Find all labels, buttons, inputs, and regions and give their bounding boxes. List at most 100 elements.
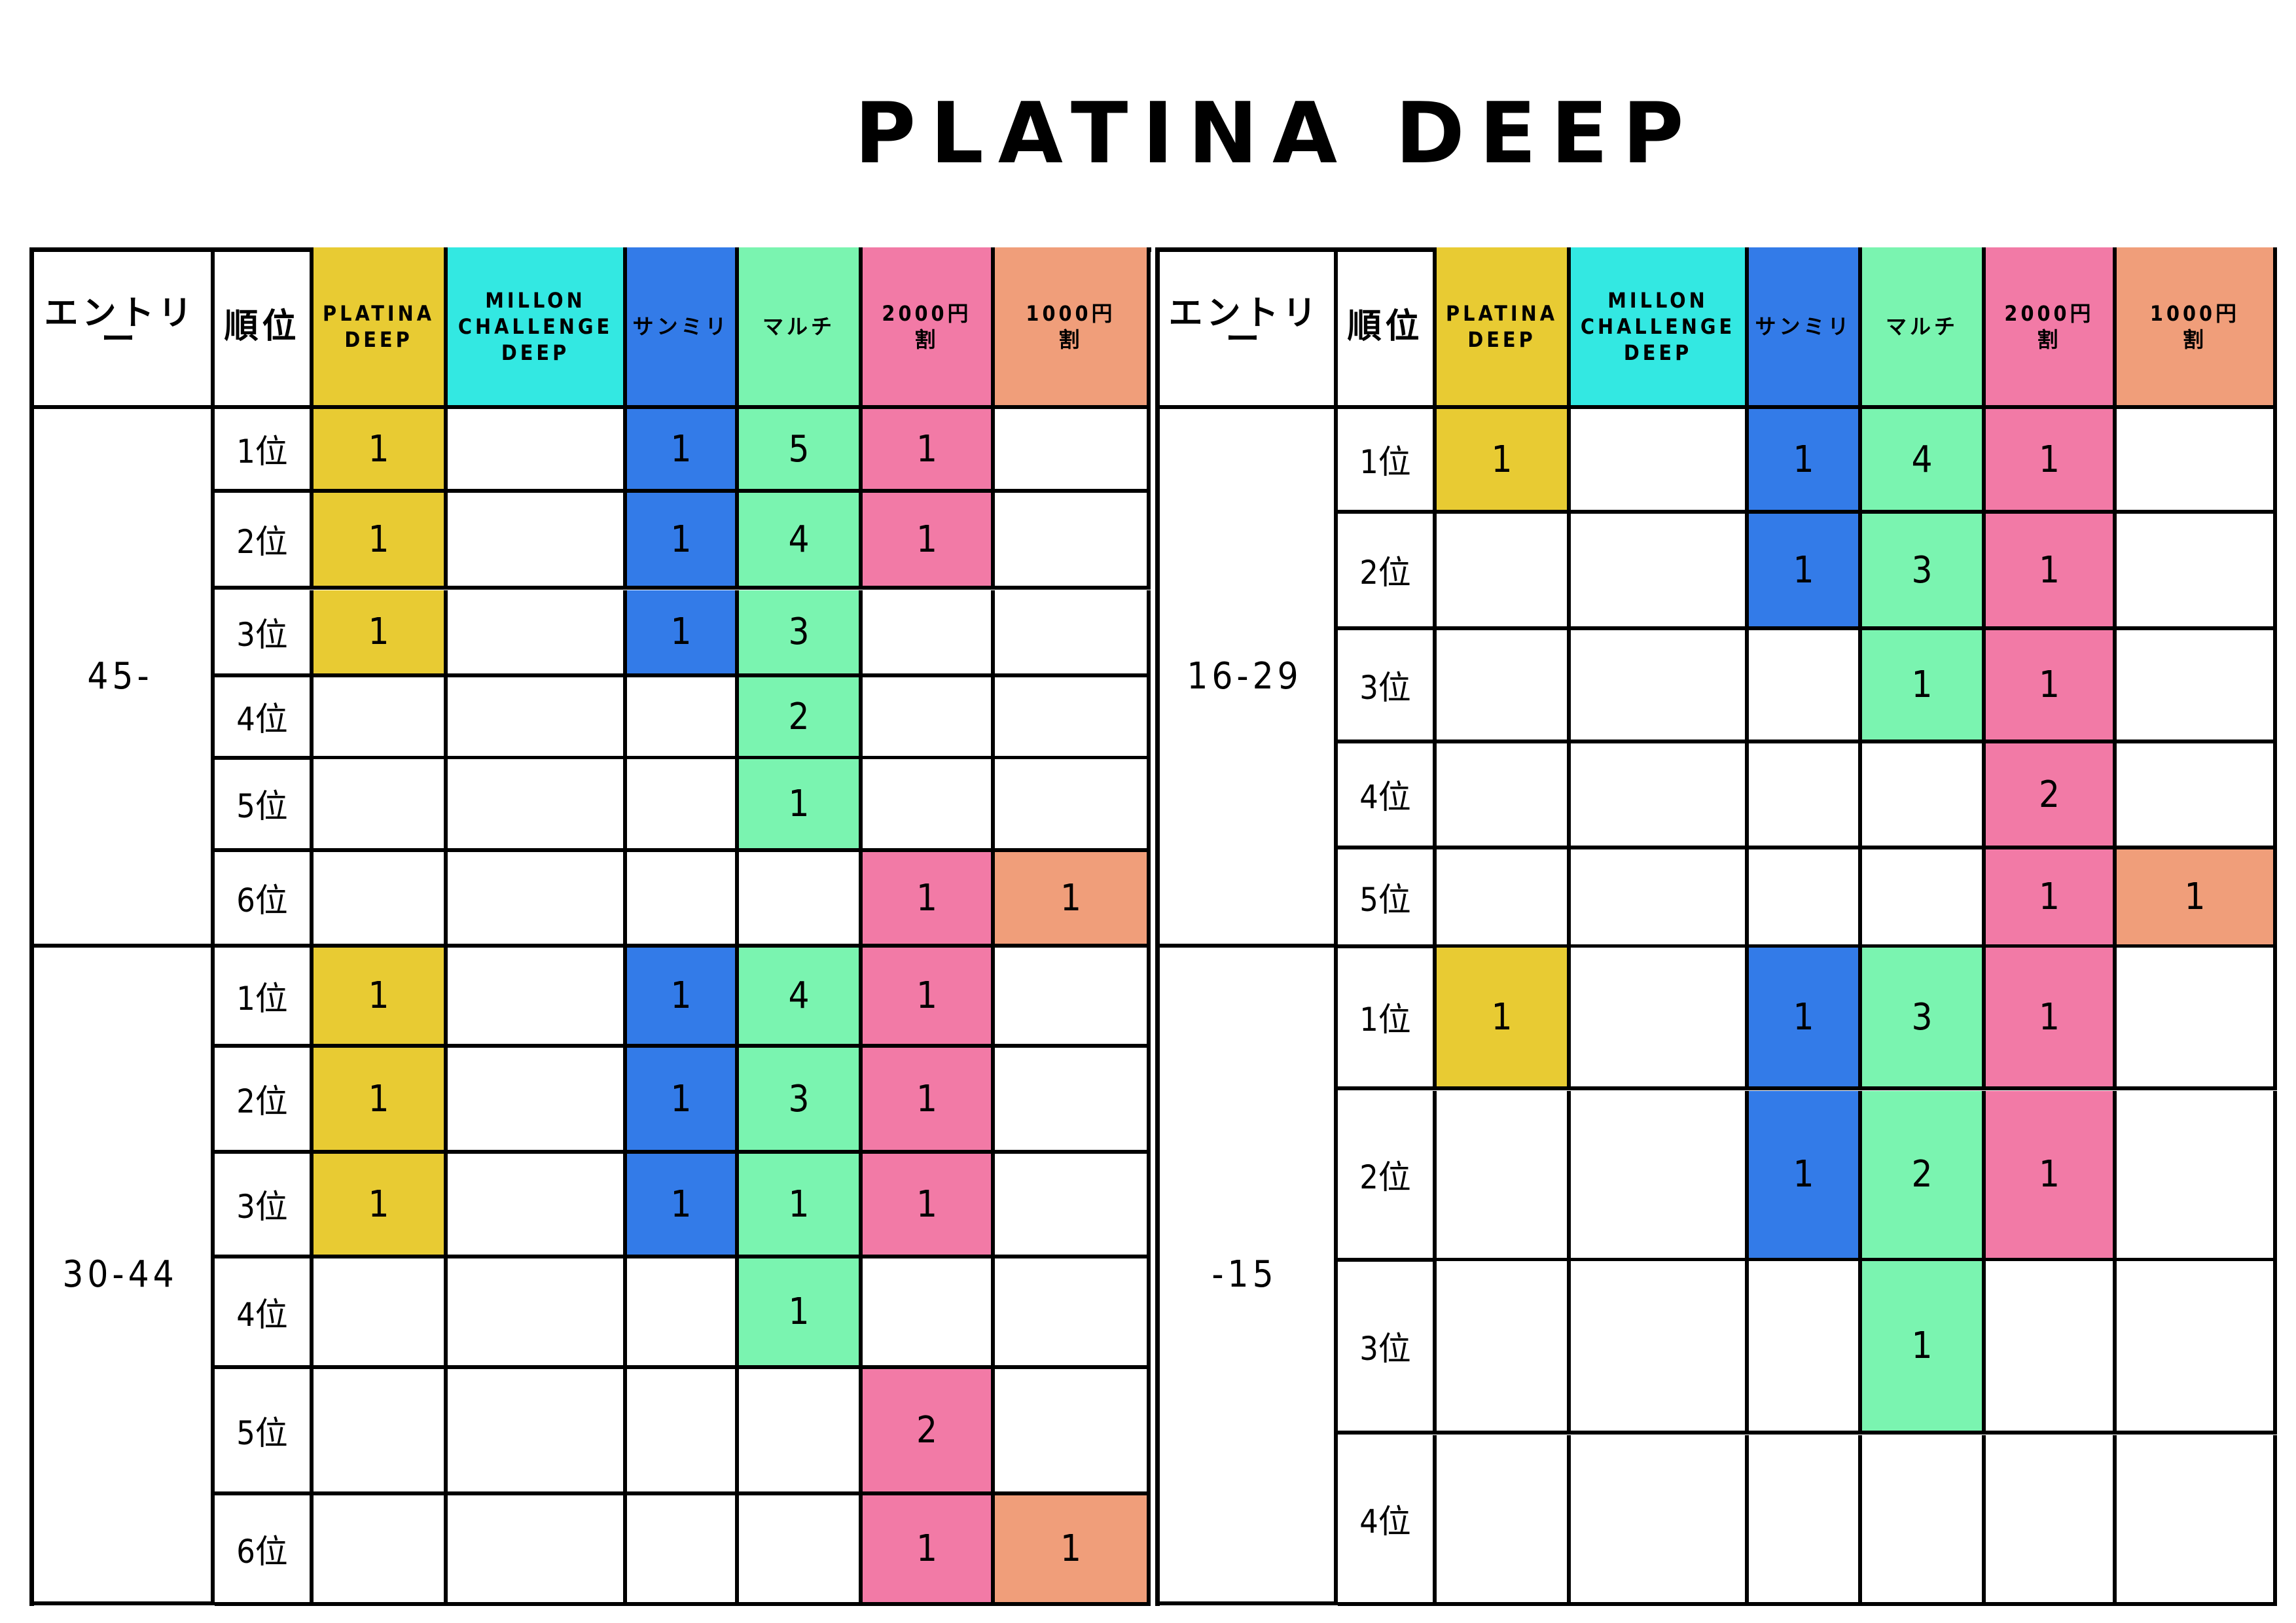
entry-group-label: 16-29 — [1155, 409, 1338, 948]
count-cell-sanmiri: 1 — [627, 948, 739, 1048]
count-cell-platina-deep: 1 — [314, 948, 448, 1048]
count-cell-maruchi-text: 3 — [788, 611, 810, 653]
header-maruchi-text: マルチ — [1885, 313, 1958, 339]
count-cell-millon-challenge-deep — [1571, 1261, 1749, 1435]
entry-group-label-text: 45- — [87, 655, 153, 698]
count-cell-millon-challenge-deep — [448, 1048, 627, 1154]
count-cell-sanmiri: 1 — [1749, 409, 1862, 514]
count-cell-platina-deep: 1 — [314, 1048, 448, 1154]
count-cell-maruchi-text: 4 — [1911, 438, 1933, 481]
count-cell-discount-1000 — [995, 1369, 1151, 1495]
count-cell-platina-deep — [314, 759, 448, 852]
header-millon-challenge-deep-text: MILLON CHALLENGE DEEP — [457, 287, 613, 365]
count-cell-maruchi-text: 5 — [788, 427, 810, 471]
count-cell-sanmiri: 1 — [627, 1154, 739, 1258]
count-cell-millon-challenge-deep — [448, 677, 627, 760]
count-cell-sanmiri: 1 — [1749, 1091, 1862, 1262]
rank-label: 4位 — [1338, 1435, 1437, 1606]
header-discount-1000-text: 1000円 割 — [1026, 300, 1116, 352]
header-rank: 順位 — [215, 247, 314, 409]
rank-label: 6位 — [215, 852, 314, 948]
header-rank-text: 順位 — [224, 306, 300, 346]
count-cell-discount-2000-text: 1 — [2038, 1153, 2060, 1196]
count-cell-maruchi: 4 — [739, 948, 863, 1048]
header-rank-text: 順位 — [1347, 306, 1424, 346]
rank-label-text: 2位 — [1359, 1158, 1411, 1196]
count-cell-discount-1000 — [995, 948, 1151, 1048]
count-cell-millon-challenge-deep — [448, 409, 627, 493]
count-cell-sanmiri: 1 — [627, 493, 739, 590]
count-cell-maruchi-text: 1 — [788, 1291, 810, 1333]
rank-label: 1位 — [1338, 948, 1437, 1090]
rank-label: 6位 — [215, 1495, 314, 1606]
count-cell-discount-1000 — [2117, 409, 2277, 514]
rank-label-text: 5位 — [1359, 880, 1411, 919]
count-cell-platina-deep-text: 1 — [368, 518, 389, 561]
rank-label: 4位 — [215, 1258, 314, 1369]
rank-label-text: 4位 — [236, 700, 288, 738]
rank-label: 2位 — [215, 493, 314, 590]
count-cell-discount-1000 — [2117, 948, 2277, 1090]
count-cell-millon-challenge-deep — [1571, 409, 1749, 514]
count-cell-maruchi-text: 2 — [788, 695, 810, 738]
count-cell-sanmiri: 1 — [1749, 514, 1862, 630]
count-cell-platina-deep-text: 1 — [368, 1077, 389, 1120]
header-millon-challenge-deep: MILLON CHALLENGE DEEP — [448, 247, 627, 409]
count-cell-millon-challenge-deep — [448, 590, 627, 677]
count-cell-platina-deep — [1437, 514, 1571, 630]
header-platina-deep: PLATINA DEEP — [1437, 247, 1571, 409]
count-cell-discount-1000 — [995, 1258, 1151, 1369]
count-cell-discount-1000 — [995, 409, 1151, 493]
count-cell-sanmiri: 1 — [627, 409, 739, 493]
rank-label-text: 2位 — [1359, 554, 1411, 592]
count-cell-platina-deep-text: 1 — [1491, 995, 1513, 1039]
header-maruchi-text: マルチ — [762, 313, 835, 339]
count-cell-discount-2000: 1 — [1986, 630, 2117, 743]
count-cell-maruchi: 3 — [739, 1048, 863, 1154]
count-cell-sanmiri-text: 1 — [1793, 438, 1814, 481]
count-cell-discount-2000 — [1986, 1261, 2117, 1435]
count-cell-maruchi: 3 — [1862, 948, 1986, 1090]
entry-group-label-text: -15 — [1211, 1253, 1278, 1296]
rank-label: 2位 — [1338, 1091, 1437, 1262]
header-millon-challenge-deep-text: MILLON CHALLENGE DEEP — [1580, 287, 1736, 365]
count-cell-platina-deep — [1437, 1091, 1571, 1262]
rank-label-text: 3位 — [236, 615, 288, 654]
rank-label-text: 6位 — [236, 882, 288, 919]
rank-label-text: 3位 — [1359, 1329, 1411, 1368]
count-cell-maruchi — [1862, 743, 1986, 849]
count-cell-discount-2000: 1 — [863, 1495, 995, 1606]
count-cell-discount-2000-text: 1 — [2038, 995, 2060, 1039]
count-cell-maruchi: 1 — [1862, 630, 1986, 743]
count-cell-platina-deep: 1 — [314, 1154, 448, 1258]
count-cell-maruchi: 2 — [1862, 1091, 1986, 1262]
count-cell-maruchi: 2 — [739, 677, 863, 760]
rank-label-text: 4位 — [1359, 778, 1411, 816]
count-cell-platina-deep — [1437, 630, 1571, 743]
count-cell-platina-deep-text: 1 — [368, 427, 389, 471]
count-cell-discount-2000-text: 2 — [916, 1409, 938, 1452]
count-cell-discount-2000: 1 — [863, 948, 995, 1048]
count-cell-maruchi — [739, 1369, 863, 1495]
count-cell-maruchi-text: 4 — [788, 974, 810, 1017]
count-cell-discount-2000 — [1986, 1435, 2117, 1606]
count-cell-discount-2000: 1 — [863, 1048, 995, 1154]
count-cell-maruchi: 4 — [1862, 409, 1986, 514]
count-cell-discount-2000 — [863, 590, 995, 677]
rank-label: 5位 — [1338, 849, 1437, 948]
entry-group-label-text: 16-29 — [1187, 655, 1302, 698]
rank-label-text: 1位 — [236, 433, 288, 471]
count-cell-platina-deep — [314, 1258, 448, 1369]
count-cell-discount-2000-text: 1 — [2038, 438, 2060, 481]
count-cell-maruchi: 5 — [739, 409, 863, 493]
rank-label-text: 6位 — [236, 1532, 288, 1571]
rank-label: 1位 — [1338, 409, 1437, 514]
count-cell-platina-deep — [1437, 1261, 1571, 1435]
count-cell-platina-deep: 1 — [1437, 948, 1571, 1090]
count-cell-discount-1000-text: 1 — [1060, 1527, 1082, 1570]
rank-label: 4位 — [1338, 743, 1437, 849]
count-cell-discount-2000-text: 1 — [916, 518, 938, 561]
count-cell-discount-2000: 1 — [1986, 948, 2117, 1090]
count-cell-discount-2000: 1 — [1986, 1091, 2117, 1262]
count-cell-sanmiri-text: 1 — [670, 974, 692, 1017]
